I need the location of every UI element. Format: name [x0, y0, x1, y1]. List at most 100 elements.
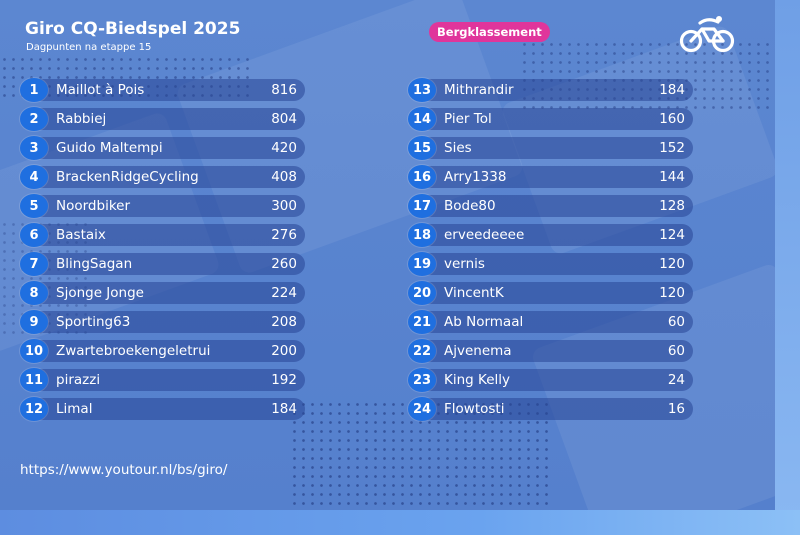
standings-row: 16 Arry1338 144 — [408, 165, 693, 189]
player-name: Zwartebroekengeletrui — [56, 343, 211, 359]
player-points: 184 — [271, 401, 297, 417]
player-points: 260 — [271, 256, 297, 272]
standings-row: 4 BrackenRidgeCycling 408 — [20, 165, 305, 189]
player-name: Noordbiker — [56, 198, 131, 214]
row-bar — [30, 79, 305, 101]
player-name: Flowtosti — [444, 401, 505, 417]
page-title: Giro CQ-Biedspel 2025 — [25, 19, 241, 39]
player-name: VincentK — [444, 285, 504, 301]
player-points: 420 — [271, 140, 297, 156]
row-bar — [30, 398, 305, 420]
standings-row: 21 Ab Normaal 60 — [408, 310, 693, 334]
rank-badge: 16 — [408, 165, 436, 189]
rank-badge: 18 — [408, 223, 436, 247]
standings-row: 1 Maillot à Pois 816 — [20, 78, 305, 102]
standings-row: 5 Noordbiker 300 — [20, 194, 305, 218]
player-name: Guido Maltempi — [56, 140, 163, 156]
row-bar — [30, 224, 305, 246]
player-name: Ab Normaal — [444, 314, 524, 330]
standings-row: 6 Bastaix 276 — [20, 223, 305, 247]
row-bar — [30, 137, 305, 159]
standings-row: 12 Limal 184 — [20, 397, 305, 421]
player-name: vernis — [444, 256, 485, 272]
row-bar — [418, 369, 693, 391]
standings-row: 18 erveedeeee 124 — [408, 223, 693, 247]
player-name: King Kelly — [444, 372, 510, 388]
standings-row: 3 Guido Maltempi 420 — [20, 136, 305, 160]
player-name: Sjonge Jonge — [56, 285, 144, 301]
player-points: 152 — [659, 140, 685, 156]
player-points: 184 — [659, 82, 685, 98]
row-bar — [418, 398, 693, 420]
player-points: 200 — [271, 343, 297, 359]
player-points: 224 — [271, 285, 297, 301]
row-bar — [30, 108, 305, 130]
player-points: 60 — [667, 343, 685, 359]
page-subtitle: Dagpunten na etappe 15 — [26, 42, 152, 53]
player-name: Maillot à Pois — [56, 82, 145, 98]
standings-column-left: 1 Maillot à Pois 816 2 Rabbiej 804 3 Guido Ma… — [20, 78, 305, 426]
rank-badge: 7 — [20, 252, 48, 276]
standings-row: 20 VincentK 120 — [408, 281, 693, 305]
row-bar — [418, 137, 693, 159]
row-bar — [418, 340, 693, 362]
player-name: pirazzi — [56, 372, 101, 388]
player-name: Sporting63 — [56, 314, 131, 330]
bottom-decor-strip — [0, 510, 800, 535]
rank-badge: 11 — [20, 368, 48, 392]
player-points: 120 — [659, 285, 685, 301]
cycling-logo-icon — [679, 16, 735, 53]
rank-badge: 1 — [20, 78, 48, 102]
row-bar — [30, 253, 305, 275]
row-bar — [418, 166, 693, 188]
standings-row: 9 Sporting63 208 — [20, 310, 305, 334]
row-bar — [30, 369, 305, 391]
rank-badge: 10 — [20, 339, 48, 363]
player-points: 24 — [667, 372, 685, 388]
rank-badge: 6 — [20, 223, 48, 247]
player-points: 120 — [659, 256, 685, 272]
standings-row: 13 Mithrandir 184 — [408, 78, 693, 102]
row-bar — [418, 79, 693, 101]
player-name: Limal — [56, 401, 93, 417]
standings-row: 7 BlingSagan 260 — [20, 252, 305, 276]
source-url: https://www.youtour.nl/bs/giro/ — [20, 462, 228, 478]
player-points: 160 — [659, 111, 685, 127]
row-bar — [30, 311, 305, 333]
rank-badge: 22 — [408, 339, 436, 363]
player-points: 300 — [271, 198, 297, 214]
rank-badge: 21 — [408, 310, 436, 334]
standings-row: 8 Sjonge Jonge 224 — [20, 281, 305, 305]
row-bar — [418, 282, 693, 304]
player-points: 16 — [667, 401, 685, 417]
row-bar — [30, 166, 305, 188]
player-name: Bode80 — [444, 198, 496, 214]
player-name: Arry1338 — [444, 169, 507, 185]
rank-badge: 3 — [20, 136, 48, 160]
player-points: 144 — [659, 169, 685, 185]
player-name: BlingSagan — [56, 256, 133, 272]
standings-row: 23 King Kelly 24 — [408, 368, 693, 392]
player-points: 408 — [271, 169, 297, 185]
rank-badge: 19 — [408, 252, 436, 276]
standings-row: 15 Sies 152 — [408, 136, 693, 160]
player-name: Ajvenema — [444, 343, 512, 359]
standings-row: 2 Rabbiej 804 — [20, 107, 305, 131]
player-name: BrackenRidgeCycling — [56, 169, 199, 185]
row-bar — [418, 253, 693, 275]
player-points: 816 — [271, 82, 297, 98]
player-name: Bastaix — [56, 227, 106, 243]
standings-column-right: 13 Mithrandir 184 14 Pier Tol 160 15 Sies 152 … — [408, 78, 693, 426]
rank-badge: 23 — [408, 368, 436, 392]
row-bar — [30, 282, 305, 304]
player-points: 804 — [271, 111, 297, 127]
rank-badge: 15 — [408, 136, 436, 160]
player-name: Rabbiej — [56, 111, 107, 127]
row-bar — [418, 224, 693, 246]
standings-row: 17 Bode80 128 — [408, 194, 693, 218]
standings-row: 19 vernis 120 — [408, 252, 693, 276]
player-name: Sies — [444, 140, 472, 156]
standings-row: 11 pirazzi 192 — [20, 368, 305, 392]
standings-row: 14 Pier Tol 160 — [408, 107, 693, 131]
